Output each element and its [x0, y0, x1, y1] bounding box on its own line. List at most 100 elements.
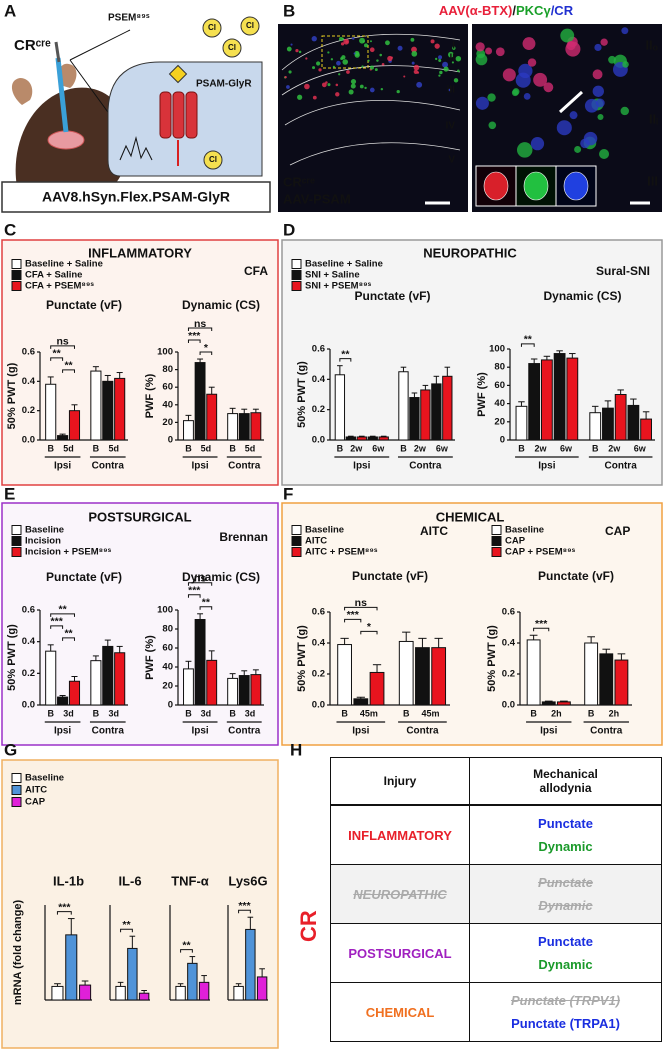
cell-dot — [286, 46, 292, 52]
cell-dot — [495, 47, 505, 57]
cell-dot — [413, 69, 418, 74]
chart-title: Dynamic (CS) — [182, 298, 260, 312]
legend-swatch — [491, 525, 502, 535]
cell-dot — [448, 51, 454, 58]
cell-dot — [336, 60, 341, 66]
x-tick-label: 2w — [414, 443, 427, 453]
cell-dot — [530, 137, 545, 151]
cell-dot — [345, 40, 348, 44]
y-tick-label: 0.2 — [502, 669, 515, 680]
x-tick-label: B — [93, 443, 100, 453]
bar — [79, 984, 92, 1001]
y-tick-label: 0.6 — [22, 347, 35, 358]
legend-label: AITC + PSEM⁸⁹ˢ — [305, 547, 378, 558]
ligand — [168, 64, 188, 84]
cell-dot — [376, 59, 379, 62]
x-tick-label: 6w — [372, 443, 385, 453]
bar — [57, 435, 69, 441]
cell-dot — [608, 55, 616, 64]
x-tick-label: 2w — [535, 443, 548, 453]
x-tick-label: 3d — [201, 708, 212, 718]
x-tick-label: 6w — [634, 443, 647, 453]
cell-dot — [403, 75, 406, 78]
cell-dot — [374, 68, 378, 72]
y-tick-label: 60 — [162, 643, 173, 654]
zoom-box — [321, 35, 369, 69]
bar — [528, 363, 541, 441]
legend-label: SNI + PSEM⁸⁹ˢ — [305, 281, 372, 292]
allodynia-cell: Punctate Dynamic — [469, 805, 662, 865]
x-tick-label: B — [185, 443, 192, 453]
significance-bracket — [344, 606, 378, 611]
channel — [185, 91, 198, 139]
bar — [245, 928, 256, 1001]
allodynia-text: Punctate — [538, 816, 593, 831]
panel-label: H — [290, 740, 302, 759]
group-label: Contra — [605, 461, 638, 472]
bar — [589, 412, 602, 441]
title-part: PKCγ — [516, 3, 551, 18]
y-tick-label: 0.6 — [22, 605, 35, 616]
bar — [640, 418, 653, 441]
channel — [159, 91, 172, 139]
cell-dot — [516, 142, 533, 158]
x-tick-label: 2h — [551, 708, 562, 718]
significance-bracket — [520, 343, 535, 347]
bar — [602, 407, 614, 441]
bar — [515, 405, 528, 441]
cell-dot — [451, 61, 454, 64]
bar — [334, 374, 346, 441]
y-axis-label: 50% PWT (g) — [296, 361, 308, 428]
cell-dot — [543, 82, 554, 93]
panel-label: C — [4, 220, 16, 239]
injury-cell: CHEMICAL — [330, 982, 470, 1042]
bar — [526, 639, 541, 706]
cell-dot — [311, 36, 317, 42]
y-tick-label: 100 — [489, 344, 505, 355]
legend-swatch — [11, 259, 22, 269]
cell-dot — [367, 59, 370, 62]
cell-dot — [416, 81, 423, 88]
inset-cell — [523, 171, 549, 201]
x-tick-label: 2h — [609, 708, 620, 718]
cell-dot — [434, 43, 440, 49]
significance-bracket — [187, 594, 201, 598]
cell-dot — [411, 46, 417, 53]
bar — [420, 389, 431, 441]
significance-label: *** — [238, 900, 251, 912]
panel-label: A — [4, 1, 16, 20]
cell-dot — [286, 85, 290, 89]
legend-swatch — [11, 536, 22, 546]
significance-label: *** — [535, 618, 548, 630]
significance-bracket — [62, 369, 75, 373]
legend-label: SNI + Saline — [305, 270, 360, 281]
x-tick-label: B — [530, 708, 537, 718]
title-part: AAV(α-BTX) — [439, 3, 512, 18]
allodynia-cell: Punctate Dynamic — [469, 864, 662, 924]
allodynia-text: Dynamic — [538, 839, 593, 854]
cell-dot — [621, 27, 629, 35]
cell-dot — [379, 53, 383, 57]
chart-title: IL-1b — [53, 873, 84, 888]
cell-dot — [312, 66, 316, 70]
significance-label: ns — [56, 336, 68, 348]
significance-label: ** — [341, 348, 350, 360]
cell-dot — [475, 53, 488, 66]
cell-dot — [297, 94, 303, 100]
title-part: / — [512, 3, 516, 18]
bar — [138, 992, 150, 1001]
group-label: Ipsi — [191, 726, 208, 737]
significance-bracket — [62, 637, 75, 641]
allodynia-text: Dynamic — [538, 898, 593, 913]
y-axis-label: 50% PWT (g) — [296, 625, 308, 692]
y-tick-label: 20 — [162, 417, 173, 428]
receptor-label: PSAM-GlyR — [196, 79, 252, 90]
cell-dot — [502, 68, 516, 82]
x-tick-label: B — [400, 443, 407, 453]
bar — [115, 985, 126, 1001]
y-tick-label: 40 — [494, 398, 505, 409]
bar — [227, 677, 239, 706]
allodynia-text: Punctate — [538, 875, 593, 890]
injury-cell: NEUROPATHIC — [330, 864, 470, 924]
y-axis-label: 50% PWT (g) — [6, 362, 18, 429]
